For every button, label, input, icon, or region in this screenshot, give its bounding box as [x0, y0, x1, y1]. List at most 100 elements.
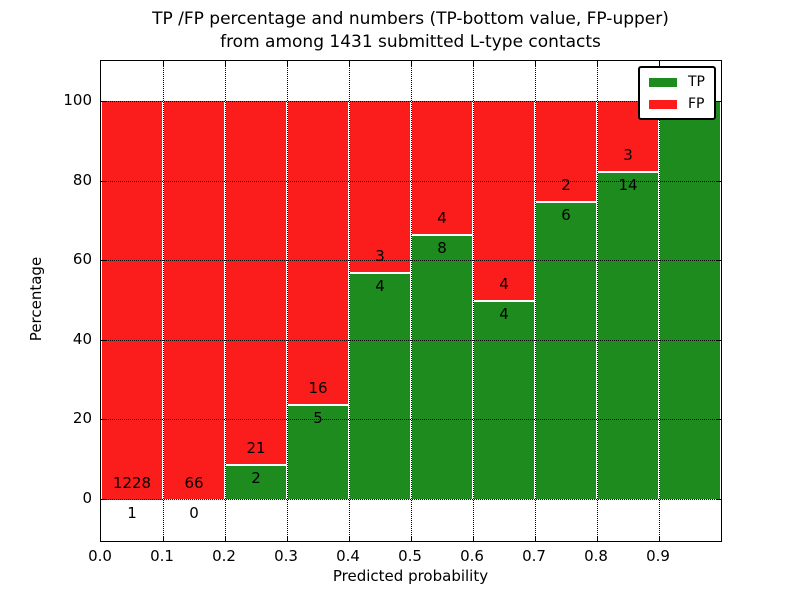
bar-fp-segment — [350, 101, 410, 272]
x-tick-label: 0.2 — [212, 547, 236, 565]
x-tick-label: 0.9 — [646, 547, 670, 565]
x-tick-label: 0.4 — [336, 547, 360, 565]
bar-tp-count: 8 — [437, 238, 447, 257]
x-tick-label: 0.8 — [584, 547, 608, 565]
bar-fp-segment — [288, 101, 348, 405]
x-tick-mark — [225, 536, 226, 541]
legend: TP FP — [638, 66, 716, 120]
y-tick-label: 40 — [72, 329, 92, 348]
y-tick-mark — [716, 339, 721, 341]
bar-fp-count: 1228 — [112, 473, 152, 492]
bar-tp-count: 2 — [251, 469, 261, 488]
x-tick-mark — [163, 61, 164, 66]
x-tick-mark — [225, 61, 226, 66]
bar-fp-count: 16 — [308, 379, 328, 398]
x-tick-mark — [411, 536, 412, 541]
x-tick-mark — [163, 536, 164, 541]
bar-fp-segment — [102, 101, 162, 499]
x-tick-label: 0.3 — [274, 547, 298, 565]
chart-title-line1: TP /FP percentage and numbers (TP-bottom… — [152, 9, 669, 29]
gridline-vertical — [535, 61, 536, 541]
bar-fp-segment — [164, 101, 224, 499]
bar-tp-segment — [226, 464, 286, 499]
gridline-vertical — [163, 61, 164, 541]
y-tick-label: 100 — [63, 91, 92, 109]
legend-label-fp: FP — [688, 96, 705, 112]
bar-fp-count: 3 — [375, 246, 385, 265]
bar-fp-segment — [412, 101, 472, 234]
bar-tp-segment — [536, 200, 596, 499]
bar-tp-count: 0 — [189, 504, 199, 522]
x-tick-label: 0.7 — [522, 547, 546, 565]
gridline-vertical — [473, 61, 474, 541]
x-tick-mark — [659, 536, 660, 541]
bar-tp-count: 4 — [375, 276, 385, 295]
bar-fp-count: 2 — [561, 175, 571, 194]
y-axis-label: Percentage — [27, 256, 45, 342]
x-tick-mark — [597, 536, 598, 541]
y-tick-mark — [101, 339, 106, 341]
y-tick-mark — [716, 180, 721, 182]
x-tick-label: 0.5 — [398, 547, 422, 565]
x-tick-mark — [287, 536, 288, 541]
x-tick-mark — [535, 536, 536, 541]
x-tick-mark — [597, 61, 598, 66]
y-tick-label: 0 — [82, 489, 92, 507]
x-tick-mark — [535, 61, 536, 66]
y-tick-mark — [716, 260, 721, 262]
bar-tp-count: 14 — [618, 176, 638, 195]
legend-label-tp: TP — [688, 74, 705, 90]
x-tick-mark — [287, 61, 288, 66]
bar-tp-count: 1 — [127, 503, 137, 522]
gridline-vertical — [659, 61, 660, 541]
legend-item-tp: TP — [649, 75, 705, 89]
x-tick-label: 0.6 — [460, 547, 484, 565]
bar-tp-segment — [350, 271, 410, 499]
bar-fp-segment — [226, 101, 286, 465]
gridline-vertical — [411, 61, 412, 541]
y-tick-label: 20 — [72, 409, 92, 428]
gridline-horizontal — [101, 419, 721, 421]
gridline-vertical — [597, 61, 598, 541]
bar-fp-segment — [474, 101, 534, 300]
legend-item-fp: FP — [649, 97, 705, 111]
gridline-horizontal — [101, 260, 721, 262]
y-tick-mark — [101, 419, 106, 421]
x-tick-mark — [349, 61, 350, 66]
gridline-vertical — [349, 61, 350, 541]
x-tick-mark — [473, 536, 474, 541]
gridline-horizontal — [101, 499, 721, 500]
gridline-horizontal — [101, 339, 721, 341]
legend-swatch-fp — [649, 99, 677, 109]
bar-tp-segment — [412, 233, 472, 499]
bar-tp-count: 5 — [313, 409, 323, 428]
y-tick-mark — [101, 101, 106, 102]
y-tick-mark — [716, 101, 721, 102]
gridline-horizontal — [101, 180, 721, 182]
bar-tp-segment — [474, 300, 534, 499]
x-tick-mark — [411, 61, 412, 66]
y-tick-label: 60 — [72, 250, 92, 269]
y-tick-mark — [716, 499, 721, 500]
chart-title-line2: from among 1431 submitted L-type contact… — [220, 32, 601, 52]
bar-tp-segment — [660, 101, 720, 499]
y-tick-mark — [101, 180, 106, 182]
gridline-horizontal — [101, 101, 721, 102]
gridline-vertical — [287, 61, 288, 541]
x-tick-mark — [349, 536, 350, 541]
x-tick-label: 0.0 — [88, 547, 112, 565]
legend-swatch-tp — [649, 77, 677, 87]
chart-title: TP /FP percentage and numbers (TP-bottom… — [100, 8, 721, 54]
y-tick-mark — [716, 419, 721, 421]
bar-tp-count: 6 — [561, 205, 571, 224]
bar-tp-count: 4 — [499, 305, 509, 323]
y-tick-mark — [101, 499, 106, 500]
bar-fp-count: 66 — [184, 474, 204, 492]
bar-fp-segment — [536, 101, 596, 201]
x-axis-label: Predicted probability — [332, 567, 489, 585]
x-tick-mark — [473, 61, 474, 66]
bar-fp-count: 3 — [623, 146, 633, 165]
y-tick-mark — [101, 260, 106, 262]
